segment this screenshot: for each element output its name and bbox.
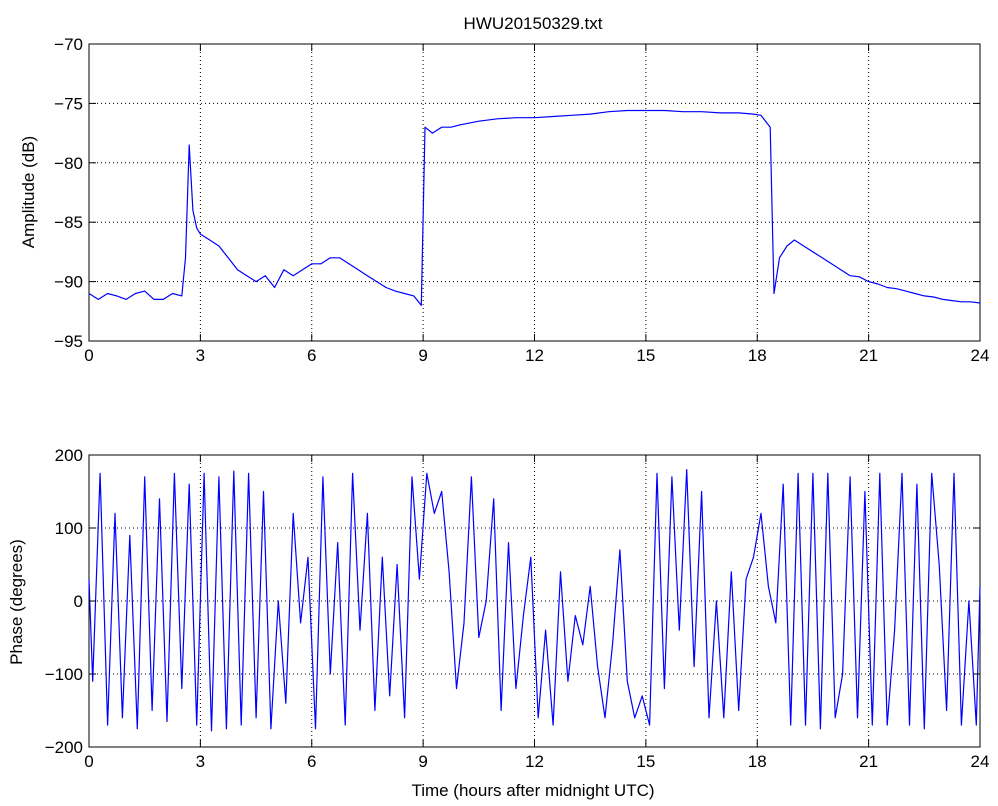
amplitude-series-line — [88, 109, 981, 306]
phase-y-tick-label: 100 — [55, 519, 83, 538]
amplitude-x-tick-label: 24 — [971, 346, 990, 365]
amplitude-x-ticks: 0 3 6 9 12 15 18 21 24 — [84, 44, 989, 365]
figure-title: HWU20150329.txt — [464, 14, 603, 33]
amplitude-y-tick-label: −75 — [54, 94, 83, 113]
phase-x-tick-label: 18 — [748, 752, 767, 771]
phase-series — [88, 469, 981, 732]
phase-y-axis-label: Phase (degrees) — [7, 539, 26, 665]
amplitude-x-tick-label: 6 — [307, 346, 316, 365]
amplitude-panel: 0 3 6 9 12 15 18 21 24 −95 −90 −85 −80 −75 −70 Amplit… — [19, 35, 989, 365]
amplitude-x-tick-label: 3 — [196, 346, 205, 365]
phase-x-ticks: 0 3 6 9 12 15 18 21 24 — [84, 455, 989, 771]
phase-y-ticks: −200 −100 0 100 200 — [45, 446, 980, 757]
phase-x-tick-label: 0 — [84, 752, 93, 771]
amplitude-x-tick-label: 9 — [418, 346, 427, 365]
amplitude-y-axis-label: Amplitude (dB) — [19, 136, 38, 248]
phase-x-tick-label: 15 — [636, 752, 655, 771]
phase-x-tick-label: 21 — [859, 752, 878, 771]
amplitude-y-tick-label: −70 — [54, 35, 83, 54]
amplitude-x-tick-label: 21 — [859, 346, 878, 365]
phase-y-tick-label: −100 — [45, 665, 83, 684]
amplitude-y-tick-label: −90 — [54, 273, 83, 292]
amplitude-series — [88, 109, 981, 306]
phase-panel: 0 3 6 9 12 15 18 21 24 −200 −100 0 100 200 Phase (de… — [7, 446, 989, 800]
phase-y-tick-label: −200 — [45, 738, 83, 757]
amplitude-y-tick-label: −95 — [54, 332, 83, 351]
amplitude-x-tick-label: 15 — [636, 346, 655, 365]
phase-x-tick-label: 24 — [971, 752, 990, 771]
phase-x-tick-label: 6 — [307, 752, 316, 771]
phase-series-line — [88, 469, 981, 732]
phase-x-axis-label: Time (hours after midnight UTC) — [411, 781, 654, 800]
phase-y-tick-label: 0 — [74, 592, 83, 611]
amplitude-y-tick-label: −85 — [54, 213, 83, 232]
amplitude-y-tick-label: −80 — [54, 154, 83, 173]
amplitude-x-tick-label: 12 — [525, 346, 544, 365]
phase-x-tick-label: 9 — [418, 752, 427, 771]
amplitude-y-ticks: −95 −90 −85 −80 −75 −70 — [54, 35, 980, 351]
phase-x-tick-label: 3 — [196, 752, 205, 771]
amplitude-x-tick-label: 18 — [748, 346, 767, 365]
phase-y-tick-label: 200 — [55, 446, 83, 465]
amplitude-x-tick-label: 0 — [84, 346, 93, 365]
phase-x-tick-label: 12 — [525, 752, 544, 771]
